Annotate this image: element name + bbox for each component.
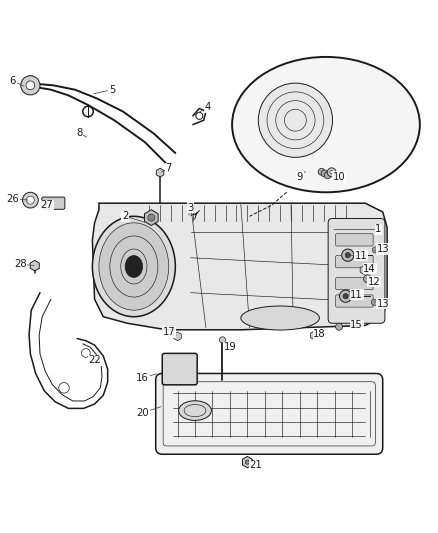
Text: 15: 15 (345, 320, 363, 330)
Text: 5: 5 (94, 85, 115, 95)
Circle shape (81, 349, 90, 357)
Circle shape (330, 171, 333, 174)
Text: 12: 12 (367, 277, 380, 287)
Ellipse shape (99, 223, 169, 310)
FancyBboxPatch shape (336, 295, 373, 307)
Text: 18: 18 (313, 329, 326, 339)
Text: 22: 22 (88, 356, 102, 365)
Circle shape (339, 290, 352, 302)
Circle shape (26, 81, 35, 90)
Text: 13: 13 (375, 244, 389, 254)
Circle shape (372, 247, 378, 253)
FancyBboxPatch shape (328, 219, 385, 323)
Circle shape (26, 196, 34, 204)
Circle shape (21, 76, 40, 95)
Circle shape (245, 460, 250, 464)
Text: 16: 16 (136, 373, 156, 383)
Text: 19: 19 (223, 342, 236, 352)
Text: 20: 20 (136, 407, 161, 418)
Text: 11: 11 (349, 251, 367, 261)
Text: 2: 2 (122, 211, 145, 222)
Text: 7: 7 (161, 163, 172, 173)
Ellipse shape (241, 306, 319, 330)
Text: 14: 14 (363, 264, 376, 273)
Circle shape (148, 214, 155, 221)
Text: 13: 13 (375, 298, 389, 309)
Circle shape (345, 253, 350, 258)
Text: 17: 17 (162, 327, 176, 337)
Text: 1: 1 (334, 224, 381, 235)
Text: 4: 4 (194, 102, 211, 115)
Text: 27: 27 (40, 200, 53, 211)
Text: 26: 26 (7, 194, 28, 204)
FancyBboxPatch shape (162, 353, 197, 385)
Circle shape (321, 170, 328, 177)
Text: 3: 3 (187, 203, 194, 215)
Circle shape (342, 249, 354, 261)
Text: 10: 10 (332, 172, 346, 182)
FancyBboxPatch shape (155, 374, 383, 454)
Circle shape (343, 294, 348, 299)
Ellipse shape (92, 216, 175, 317)
Circle shape (327, 168, 336, 176)
Circle shape (22, 192, 38, 208)
Circle shape (318, 168, 325, 175)
Circle shape (364, 275, 371, 282)
Circle shape (371, 299, 378, 305)
Circle shape (258, 83, 332, 157)
Text: 9: 9 (297, 172, 305, 182)
Text: 6: 6 (10, 76, 24, 86)
Text: 8: 8 (76, 128, 87, 139)
Text: 21: 21 (249, 460, 262, 470)
FancyBboxPatch shape (336, 277, 373, 289)
Circle shape (40, 200, 46, 206)
Circle shape (336, 323, 343, 330)
Polygon shape (92, 203, 387, 330)
Ellipse shape (232, 57, 420, 192)
Circle shape (219, 337, 226, 343)
Ellipse shape (110, 236, 158, 297)
Text: 28: 28 (14, 260, 34, 269)
FancyBboxPatch shape (42, 197, 65, 209)
Circle shape (59, 383, 69, 393)
Circle shape (324, 172, 331, 179)
FancyBboxPatch shape (336, 256, 373, 268)
Ellipse shape (179, 401, 212, 421)
FancyBboxPatch shape (336, 234, 373, 246)
Text: 11: 11 (347, 290, 363, 300)
Ellipse shape (125, 256, 143, 277)
